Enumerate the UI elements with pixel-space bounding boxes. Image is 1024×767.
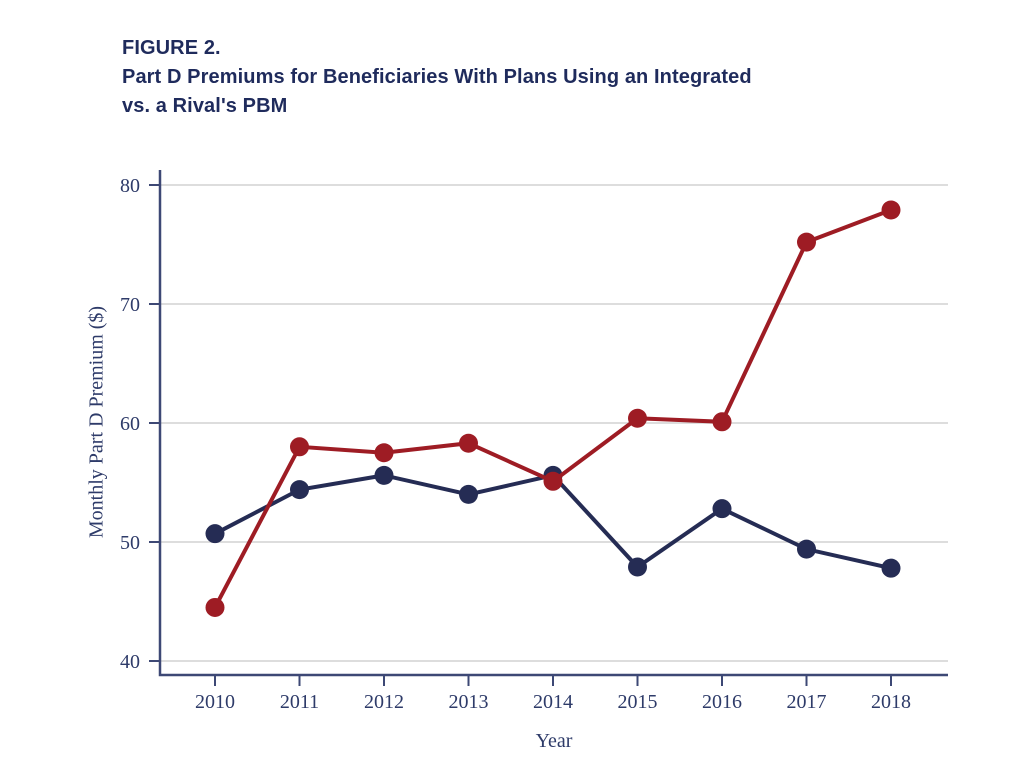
- figure-label: FIGURE 2.: [122, 37, 221, 59]
- x-tick-label-2010: 2010: [195, 691, 235, 713]
- x-tick-label-2018: 2018: [871, 691, 911, 713]
- x-tick-label-2016: 2016: [702, 691, 742, 713]
- navy-series-point-2010: [205, 524, 225, 544]
- red-series-point-2013: [459, 433, 478, 453]
- red-series-point-2011: [290, 437, 309, 457]
- y-tick-label-60: 60: [120, 413, 140, 435]
- red-series-point-2010: [205, 597, 225, 617]
- x-tick-label-2014: 2014: [533, 691, 573, 713]
- figure-title-line-2: vs. a Rival's PBM: [122, 95, 288, 117]
- navy-series-point-2018: [881, 558, 901, 578]
- navy-series-point-2013: [459, 484, 478, 504]
- navy-series-point-2012: [374, 465, 394, 485]
- navy-series-point-2017: [797, 539, 816, 559]
- red-series-point-2017: [797, 232, 816, 252]
- y-tick-label-50: 50: [120, 532, 140, 554]
- navy-series-point-2016: [712, 499, 732, 519]
- y-tick-label-70: 70: [120, 294, 140, 316]
- red-series-line: [213, 208, 892, 609]
- x-tick-label-2013: 2013: [449, 691, 489, 713]
- y-tick-label-40: 40: [120, 651, 140, 673]
- x-tick-label-2017: 2017: [787, 691, 827, 713]
- red-series-point-2018: [881, 200, 901, 220]
- figure-title-block: FIGURE 2. Part D Premiums for Beneficiar…: [122, 34, 922, 121]
- red-series-point-2016: [712, 412, 732, 432]
- navy-series-point-2015: [628, 557, 647, 577]
- y-tick-label-80: 80: [120, 175, 140, 197]
- red-series-point-2012: [374, 443, 394, 463]
- red-series-point-2015: [628, 408, 647, 428]
- navy-series-point-2011: [290, 480, 309, 500]
- red-series-point-2014: [543, 471, 563, 491]
- axis-lines: [158, 170, 948, 677]
- x-axis-label: Year: [535, 730, 573, 752]
- x-tick-label-2015: 2015: [618, 691, 658, 713]
- x-tick-label-2011: 2011: [280, 691, 319, 713]
- x-tick-label-2012: 2012: [364, 691, 404, 713]
- figure-title-line-1: Part D Premiums for Beneficiaries With P…: [122, 66, 752, 88]
